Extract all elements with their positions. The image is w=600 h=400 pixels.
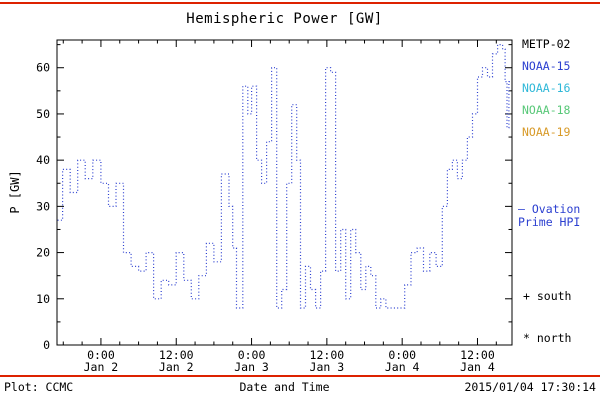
x-tick-date-label: Jan 2: [159, 360, 194, 374]
bottom-rule: [0, 375, 600, 377]
legend-item-metp-02: METP-02: [522, 37, 571, 51]
y-tick-label: 60: [36, 61, 50, 75]
ovation-prime-hpi-label: – Ovation Prime HPI: [518, 203, 580, 229]
y-tick-label: 40: [36, 153, 50, 167]
ovation-label-line1: – Ovation: [518, 202, 581, 216]
page-title: Hemispheric Power [GW]: [186, 11, 383, 27]
north-marker-row: * north: [523, 332, 571, 344]
x-tick-date-label: Jan 4: [460, 360, 495, 374]
x-tick-date-label: Jan 3: [234, 360, 269, 374]
x-tick-time-label: 12:00: [460, 348, 495, 362]
y-tick-label: 30: [36, 199, 50, 213]
plot-credit: Plot: CCMC: [4, 380, 74, 394]
y-tick-label: 20: [36, 246, 50, 260]
y-tick-label: 0: [43, 338, 50, 352]
ovation-label-line2: Prime HPI: [518, 215, 581, 229]
x-tick-time-label: 12:00: [159, 348, 194, 362]
top-rule: [0, 2, 600, 4]
north-marker-label: north: [536, 331, 572, 345]
south-marker-label: south: [536, 289, 572, 303]
hpi-step-line: [57, 44, 511, 309]
legend-item-noaa-19: NOAA-19: [522, 125, 571, 139]
y-tick-label: 50: [36, 107, 50, 121]
x-tick-date-label: Jan 4: [385, 360, 420, 374]
north-marker-symbol: *: [523, 331, 537, 345]
south-marker-symbol: +: [523, 289, 537, 303]
x-tick-date-label: Jan 3: [310, 360, 345, 374]
y-tick-label: 10: [36, 292, 50, 306]
x-tick-time-label: 0:00: [388, 348, 416, 362]
plot-timestamp: 2015/01/04 17:30:14: [464, 380, 596, 394]
hemisphere-marker-legend: + south * north: [523, 290, 571, 344]
x-axis-title: Date and Time: [239, 380, 330, 394]
x-tick-date-label: Jan 2: [84, 360, 119, 374]
legend-item-noaa-16: NOAA-16: [522, 81, 571, 95]
legend-item-noaa-18: NOAA-18: [522, 103, 571, 117]
legend-item-noaa-15: NOAA-15: [522, 59, 571, 73]
x-tick-time-label: 0:00: [238, 348, 266, 362]
x-tick-time-label: 12:00: [310, 348, 345, 362]
satellite-legend: METP-02 NOAA-15 NOAA-16 NOAA-18 NOAA-19: [522, 38, 570, 148]
x-tick-time-label: 0:00: [87, 348, 115, 362]
plot-frame: [56, 39, 513, 346]
south-marker-row: + south: [523, 290, 571, 302]
